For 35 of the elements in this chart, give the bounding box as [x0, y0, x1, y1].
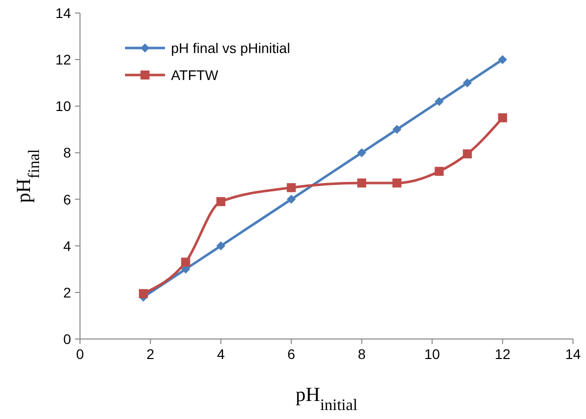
y-tick-label: 8	[63, 144, 72, 161]
legend-label: pH final vs pHinitial	[171, 40, 290, 56]
point	[216, 241, 226, 250]
x-tick-label: 4	[216, 346, 225, 362]
point	[462, 78, 472, 88]
x-tick-label: 12	[494, 346, 511, 362]
point	[392, 124, 402, 134]
point	[434, 166, 444, 176]
point	[434, 96, 444, 106]
x-tick-label: 14	[565, 346, 581, 362]
y-tick-label: 12	[55, 52, 72, 68]
x-tick-label: 10	[424, 346, 440, 362]
legend-label: ATFTW	[171, 67, 219, 83]
point	[357, 148, 366, 158]
y-tick-label: 4	[63, 238, 72, 254]
point	[498, 55, 508, 64]
point	[392, 178, 402, 188]
y-tick-label: 10	[55, 98, 72, 114]
x-tick-label: 2	[146, 346, 155, 362]
point	[181, 258, 190, 267]
point	[138, 289, 148, 298]
point	[462, 149, 472, 158]
y-tick-label: 6	[63, 191, 72, 208]
point	[286, 194, 296, 204]
point	[357, 178, 366, 188]
point	[216, 197, 226, 206]
x-tick-label: 0	[76, 346, 84, 362]
y-tick-label: 14	[55, 5, 72, 21]
y-tick-label: 2	[63, 284, 72, 300]
y-tick-label: 0	[63, 331, 72, 347]
point	[286, 183, 296, 192]
x-tick-label: 6	[287, 346, 296, 362]
point	[498, 113, 508, 122]
x-axis-title: pH$_{initial}$	[296, 384, 358, 414]
x-tick-label: 8	[358, 346, 366, 362]
